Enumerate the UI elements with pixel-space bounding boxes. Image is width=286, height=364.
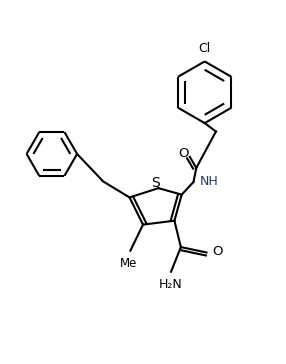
Text: O: O [178,147,188,160]
Text: S: S [151,175,160,190]
Text: NH: NH [200,175,219,189]
Text: H₂N: H₂N [159,278,183,292]
Text: O: O [212,245,223,258]
Text: Me: Me [120,257,138,270]
Text: Cl: Cl [198,42,211,55]
